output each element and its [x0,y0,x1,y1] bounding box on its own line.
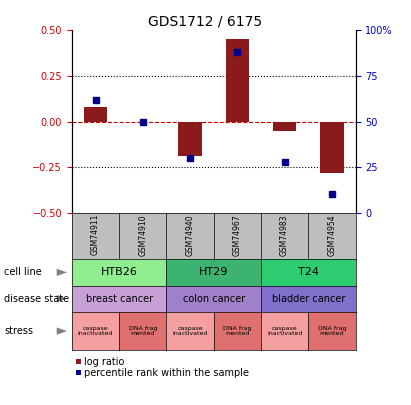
Bar [273,122,296,130]
Text: cell line: cell line [4,267,42,277]
Text: GSM74967: GSM74967 [233,214,242,256]
Bar [226,40,249,122]
Text: caspase
inactivated: caspase inactivated [267,326,302,337]
Text: stress: stress [4,326,33,336]
Text: caspase
inactivated: caspase inactivated [172,326,208,337]
Text: percentile rank within the sample: percentile rank within the sample [84,368,249,377]
Text: caspase
inactivated: caspase inactivated [78,326,113,337]
Bar [320,122,344,173]
Text: bladder cancer: bladder cancer [272,294,345,304]
Text: DNA frag
mented: DNA frag mented [223,326,252,337]
Text: GSM74983: GSM74983 [280,214,289,256]
Text: GSM74940: GSM74940 [186,214,194,256]
Text: T24: T24 [298,267,319,277]
Polygon shape [57,295,67,302]
Text: HT29: HT29 [199,267,229,277]
Text: GSM74910: GSM74910 [139,214,147,256]
Text: disease state: disease state [4,294,69,304]
Text: DNA frag
mented: DNA frag mented [318,326,346,337]
Text: colon cancer: colon cancer [182,294,245,304]
Text: breast cancer: breast cancer [85,294,153,304]
Text: GSM74911: GSM74911 [91,214,100,256]
Polygon shape [57,327,67,335]
Bar [76,360,81,364]
Text: HTB26: HTB26 [101,267,138,277]
Text: log ratio: log ratio [84,357,124,367]
Bar [76,370,81,375]
Polygon shape [57,269,67,276]
Bar [178,122,202,156]
Text: GDS1712 / 6175: GDS1712 / 6175 [148,14,263,28]
Text: DNA frag
mented: DNA frag mented [129,326,157,337]
Bar [84,107,107,122]
Text: GSM74954: GSM74954 [328,214,336,256]
